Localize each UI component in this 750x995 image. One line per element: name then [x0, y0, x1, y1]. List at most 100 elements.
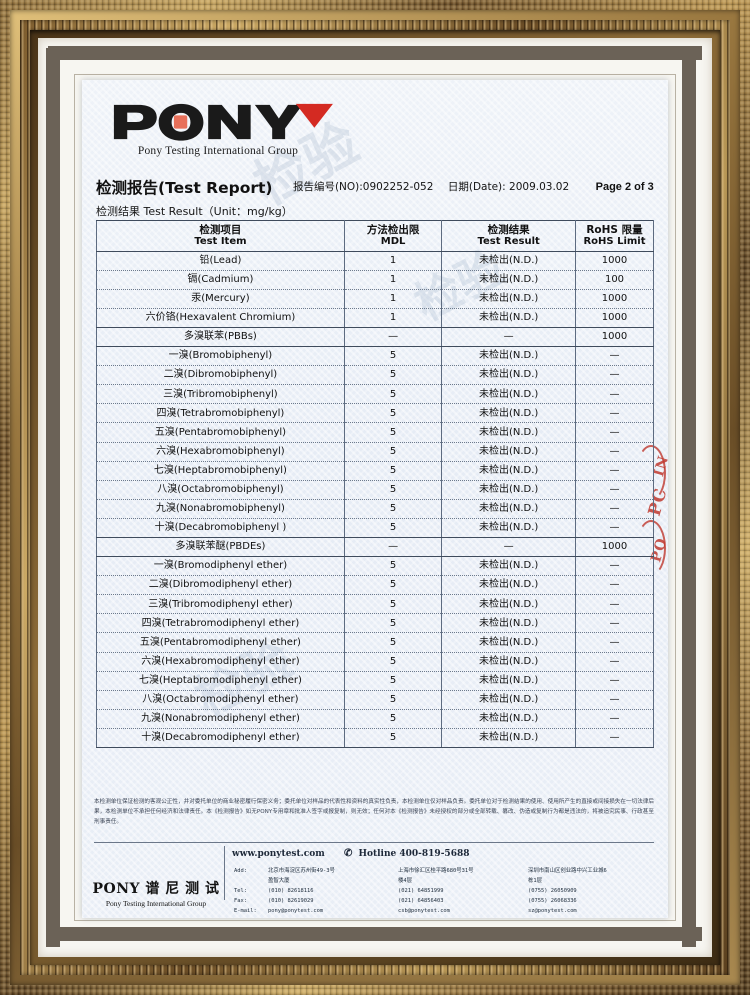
cell-rohs-limit: — — [575, 556, 654, 577]
office-2-email[interactable]: sz@ponytest.com — [528, 908, 577, 914]
cell-test-item: 多溴联苯(PBBs) — [96, 327, 345, 348]
cell-test-item: 三溴(Tribromodiphenyl ether) — [96, 594, 345, 615]
cell-rohs-limit: 1000 — [575, 327, 654, 348]
cell-mdl: 5 — [343, 442, 443, 462]
column-header-rohs-limit: RoHS 限量 RoHS Limit — [575, 220, 654, 252]
cell-rohs-limit: — — [575, 384, 654, 405]
cell-rohs-limit: — — [575, 346, 654, 367]
cell-mdl: 1 — [343, 289, 443, 309]
cell-test-item: 铅(Lead) — [96, 251, 345, 271]
cell-mdl: 5 — [343, 575, 443, 596]
table-row: 一溴(Bromobiphenyl) 5 未检出(N.D.) — — [96, 346, 654, 367]
website-link[interactable]: www.ponytest.com — [232, 849, 325, 859]
cell-mdl: 5 — [343, 384, 443, 405]
cell-mdl: 5 — [343, 613, 443, 634]
cell-test-result: 未检出(N.D.) — [441, 461, 576, 481]
report-number: 报告编号(NO):0902252-052 — [292, 181, 434, 193]
cell-test-result: 未检出(N.D.) — [441, 632, 576, 653]
cell-rohs-limit: — — [575, 365, 654, 386]
cell-test-result: 未检出(N.D.) — [441, 575, 576, 596]
test-result-caption: 检测结果 Test Result（Unit：mg/kg） — [96, 205, 293, 218]
cell-test-result: 未检出(N.D.) — [441, 499, 576, 519]
cell-rohs-limit: — — [575, 709, 654, 729]
contact-label-tel: Tel: — [234, 888, 247, 894]
page-indicator: Page 2 of 3 — [595, 181, 654, 193]
cell-mdl: 5 — [343, 461, 443, 481]
office-0-fax: (010) 82619029 — [268, 898, 314, 904]
cell-rohs-limit: — — [575, 632, 654, 653]
cell-rohs-limit: — — [575, 518, 654, 538]
cell-test-item: 四溴(Tetrabromodiphenyl ether) — [96, 613, 345, 634]
cell-test-item: 九溴(Nonabromobiphenyl) — [96, 499, 345, 519]
table-row: 五溴(Pentabromobiphenyl) 5 未检出(N.D.) — — [96, 422, 654, 443]
cell-rohs-limit: — — [575, 442, 654, 462]
table-row: 三溴(Tribromobiphenyl) 5 未检出(N.D.) — — [96, 384, 654, 405]
cell-test-result: 未检出(N.D.) — [441, 613, 576, 634]
cell-test-item: 五溴(Pentabromobiphenyl) — [96, 422, 345, 443]
footer-logo: PONY 谱 尼 测 试 Pony Testing International … — [90, 878, 222, 908]
cell-test-item: 多溴联苯醚(PBDEs) — [96, 537, 345, 558]
cell-mdl: 5 — [343, 632, 443, 653]
cell-test-result: 未检出(N.D.) — [441, 422, 576, 443]
cell-test-result: 未检出(N.D.) — [441, 594, 576, 615]
cell-mdl: 5 — [343, 365, 443, 386]
cell-test-result: — — [441, 327, 576, 348]
report-date: 日期(Date): 2009.03.02 — [447, 181, 570, 193]
cell-mdl: — — [343, 327, 443, 348]
cell-test-item: 十溴(Decabromodiphenyl ether) — [96, 728, 345, 749]
table-header-row: 检测项目 Test Item 方法检出限 MDL 检测结果 Test Result R… — [96, 220, 654, 252]
cell-test-result: 未检出(N.D.) — [441, 480, 576, 500]
column-header-test-result: 检测结果 Test Result — [441, 220, 576, 252]
hotline-number: 400-819-5688 — [399, 849, 470, 859]
column-header-mdl: 方法检出限 MDL — [343, 220, 443, 252]
cell-test-item: 七溴(Heptabromobiphenyl) — [96, 461, 345, 481]
footer-logo-cn: PONY 谱 尼 测 试 — [92, 881, 220, 897]
cell-mdl: 1 — [343, 251, 443, 271]
table-row: 四溴(Tetrabromobiphenyl) 5 未检出(N.D.) — — [96, 403, 654, 424]
table-head: 检测项目 Test Item 方法检出限 MDL 检测结果 Test Result R… — [96, 220, 654, 252]
cell-rohs-limit: 1000 — [575, 251, 654, 271]
cell-test-item: 汞(Mercury) — [96, 289, 345, 309]
greek-key-border-top — [48, 46, 702, 68]
table-row: 十溴(Decabromobiphenyl ) 5 未检出(N.D.) — — [96, 518, 654, 538]
contact-label-email: E-mail: — [234, 908, 257, 914]
cell-rohs-limit: — — [575, 652, 654, 672]
table-row: 八溴(Octabromobiphenyl) 5 未检出(N.D.) — — [96, 480, 654, 500]
cell-rohs-limit: — — [575, 422, 654, 443]
office-contact-grid: Add: 北京市海淀区苏州街49-3号 盈智大厦 上海市徐汇区桂平路680号31号 … — [234, 866, 654, 916]
table-row: 八溴(Octabromodiphenyl ether) 5 未检出(N.D.) — — [96, 690, 654, 710]
cell-rohs-limit: — — [575, 594, 654, 615]
cell-mdl: 5 — [343, 422, 443, 443]
cell-test-result: 未检出(N.D.) — [441, 709, 576, 729]
page-title: 检测报告(Test Report) — [96, 179, 273, 197]
table-row: 十溴(Decabromodiphenyl ether) 5 未检出(N.D.) — — [96, 728, 654, 749]
cell-test-result: 未检出(N.D.) — [441, 652, 576, 672]
office-1-fax: (021) 64856403 — [398, 898, 444, 904]
mat-inner-rule — [74, 74, 676, 921]
office-0-tel: (010) 82618116 — [268, 888, 314, 894]
cell-rohs-limit: 100 — [575, 270, 654, 290]
pony-logo: Pony Testing International Group — [112, 102, 342, 157]
cell-test-result: 未检出(N.D.) — [441, 365, 576, 386]
legal-disclaimer: 本检测单位保证检测的客观公正性，并对委托单位的商业秘密履行保密义务；委托单位对样… — [94, 799, 654, 825]
cell-test-result: 未检出(N.D.) — [441, 251, 576, 271]
pony-logo-mark — [113, 103, 333, 141]
cell-mdl: 5 — [343, 709, 443, 729]
table-row: 一溴(Bromodiphenyl ether) 5 未检出(N.D.) — — [96, 556, 654, 577]
table-row: 三溴(Tribromodiphenyl ether) 5 未检出(N.D.) — — [96, 594, 654, 615]
cell-test-item: 二溴(Dibromobiphenyl) — [96, 365, 345, 386]
office-1-address: 上海市徐汇区桂平路680号31号 楼4层 — [398, 868, 474, 884]
cell-rohs-limit: — — [575, 690, 654, 710]
office-1-email[interactable]: csb@ponytest.com — [398, 908, 450, 914]
cell-test-item: 四溴(Tetrabromobiphenyl) — [96, 403, 345, 424]
table-row: 二溴(Dibromodiphenyl ether) 5 未检出(N.D.) — — [96, 575, 654, 596]
table-row: 多溴联苯醚(PBDEs) — —1000 — [96, 537, 654, 558]
table-body: 铅(Lead) 1 未检出(N.D.) 1000 镉(Cadmium) 1 未检出(N.D.… — [96, 251, 654, 749]
cell-mdl: — — [343, 537, 443, 558]
hotline-label: Hotline — [358, 849, 397, 859]
cell-rohs-limit: 1000 — [575, 308, 654, 328]
pony-logo-subtitle: Pony Testing International Group — [137, 145, 299, 157]
cell-mdl: 1 — [343, 308, 443, 328]
office-0-email[interactable]: pony@ponytest.com — [268, 908, 324, 914]
cell-mdl: 5 — [343, 671, 443, 691]
